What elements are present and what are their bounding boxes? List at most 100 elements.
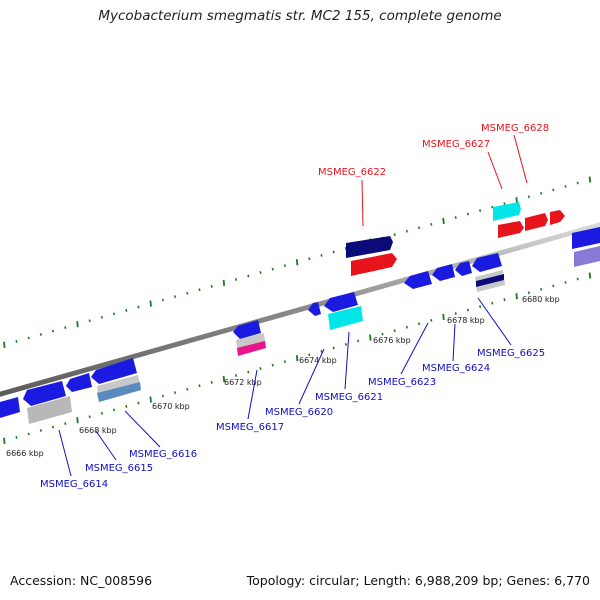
scale-tick	[320, 349, 323, 353]
scale-tick	[15, 436, 18, 439]
scale-tick	[515, 293, 518, 300]
scale-tick	[198, 288, 201, 292]
forward-scale	[3, 176, 592, 348]
scale-tick	[64, 422, 67, 426]
scale-tick	[491, 301, 494, 305]
scale-tick	[113, 408, 116, 412]
scale-tick	[39, 333, 42, 336]
gene-label[interactable]: MSMEG_6622	[318, 167, 386, 178]
scale-tick	[52, 329, 55, 333]
scale-tick	[405, 325, 408, 329]
scale-tick	[52, 425, 55, 429]
scale-tick	[76, 417, 79, 424]
scale-tick	[527, 291, 530, 295]
scale-tick	[295, 355, 299, 362]
gene-msmeg-6625[interactable]	[472, 253, 502, 272]
genome-summary-text: Topology: circular; Length: 6,988,209 bp…	[246, 573, 590, 588]
scale-tick	[88, 415, 91, 419]
gene-msmeg-6621-body[interactable]	[328, 306, 363, 330]
scale-tick	[259, 271, 262, 274]
scale-tick	[259, 367, 262, 370]
gene-label[interactable]: MSMEG_6615	[85, 463, 153, 474]
scale-tick	[235, 278, 238, 281]
scale-tick	[332, 250, 335, 254]
gene-msmeg-6623-b[interactable]	[432, 264, 455, 281]
scale-tick	[186, 291, 189, 295]
scale-tick	[76, 321, 79, 328]
gene-msmeg-6627-rna[interactable]	[498, 221, 524, 238]
scale-tick	[3, 437, 6, 444]
scale-tick	[174, 391, 177, 395]
gene-rna-2[interactable]	[525, 213, 548, 231]
scale-tick	[235, 374, 238, 377]
gene-msmeg-6615[interactable]	[66, 373, 92, 392]
gene-msmeg-6617-stripe[interactable]	[237, 341, 266, 356]
scale-tick	[564, 185, 567, 188]
scale-tick	[418, 322, 421, 326]
reverse-scale	[3, 272, 592, 444]
gene-msmeg-6625-stripe[interactable]	[476, 274, 504, 287]
gene-right-edge-blue[interactable]	[572, 227, 600, 249]
tick-label: 6678 kbp	[447, 316, 485, 325]
gene-label[interactable]: MSMEG_6620	[265, 407, 333, 418]
gene-right-edge-lavender[interactable]	[574, 246, 600, 267]
scale-tick	[149, 396, 152, 403]
scale-tick	[125, 309, 128, 312]
scale-tick	[222, 375, 226, 382]
scale-tick	[271, 267, 274, 271]
gene-msmeg-6627[interactable]	[493, 202, 521, 221]
scale-tick	[466, 308, 469, 312]
gene-msmeg-6620[interactable]	[308, 302, 321, 316]
scale-tick	[210, 284, 213, 288]
gene-msmeg-6614[interactable]	[23, 381, 66, 406]
scale-tick	[564, 281, 567, 284]
scale-tick	[357, 339, 360, 343]
gene-label[interactable]: MSMEG_6621	[315, 392, 383, 403]
gene-msmeg-6614-body[interactable]	[27, 396, 72, 424]
gene-label[interactable]: MSMEG_6614	[40, 479, 108, 490]
gene-msmeg-6622-rna[interactable]	[351, 253, 397, 276]
gene-label[interactable]: MSMEG_6625	[477, 348, 545, 359]
scale-tick	[295, 259, 299, 266]
forward-genes	[346, 202, 600, 276]
scale-tick	[540, 191, 543, 195]
gene-msmeg-6624[interactable]	[455, 261, 472, 276]
scale-tick	[588, 176, 592, 183]
scale-tick	[479, 305, 482, 308]
scale-tick	[332, 346, 335, 350]
scale-tick	[186, 387, 189, 391]
scale-tick	[454, 216, 457, 219]
gene-msmeg-6623[interactable]	[404, 271, 432, 289]
gene-label[interactable]: MSMEG_6616	[129, 449, 197, 460]
scale-tick	[405, 229, 408, 233]
scale-tick	[247, 274, 250, 278]
gene-label[interactable]: MSMEG_6627	[422, 139, 490, 150]
scale-tick	[430, 318, 433, 322]
gene-label[interactable]: MSMEG_6617	[216, 422, 284, 433]
gene-msmeg-6616[interactable]	[91, 358, 137, 384]
scale-tick	[393, 329, 396, 333]
gene-left-edge[interactable]	[0, 397, 20, 418]
scale-tick	[27, 336, 30, 340]
scale-tick	[503, 202, 506, 206]
tick-label: 6666 kbp	[6, 449, 44, 458]
gene-label[interactable]: MSMEG_6628	[481, 123, 549, 134]
gene-msmeg-6622[interactable]	[346, 236, 393, 258]
gene-msmeg-6616-stripe[interactable]	[97, 382, 141, 402]
gene-label[interactable]: MSMEG_6623	[368, 377, 436, 388]
scale-tick	[100, 315, 103, 319]
gene-label[interactable]: MSMEG_6624	[422, 363, 490, 374]
tick-label: 6674 kbp	[299, 356, 337, 365]
scale-tick	[15, 340, 18, 343]
scale-tick	[125, 405, 128, 408]
gene-msmeg-6621[interactable]	[324, 292, 358, 312]
scale-tick	[381, 332, 384, 336]
scale-tick	[161, 298, 164, 302]
gene-msmeg-6617[interactable]	[233, 320, 261, 339]
tick-label: 6672 kbp	[224, 378, 262, 387]
scale-tick	[39, 429, 42, 432]
scale-tick	[503, 298, 506, 302]
scale-tick	[454, 312, 457, 315]
genome-backbone	[0, 222, 600, 397]
gene-msmeg-6628[interactable]	[550, 210, 565, 225]
